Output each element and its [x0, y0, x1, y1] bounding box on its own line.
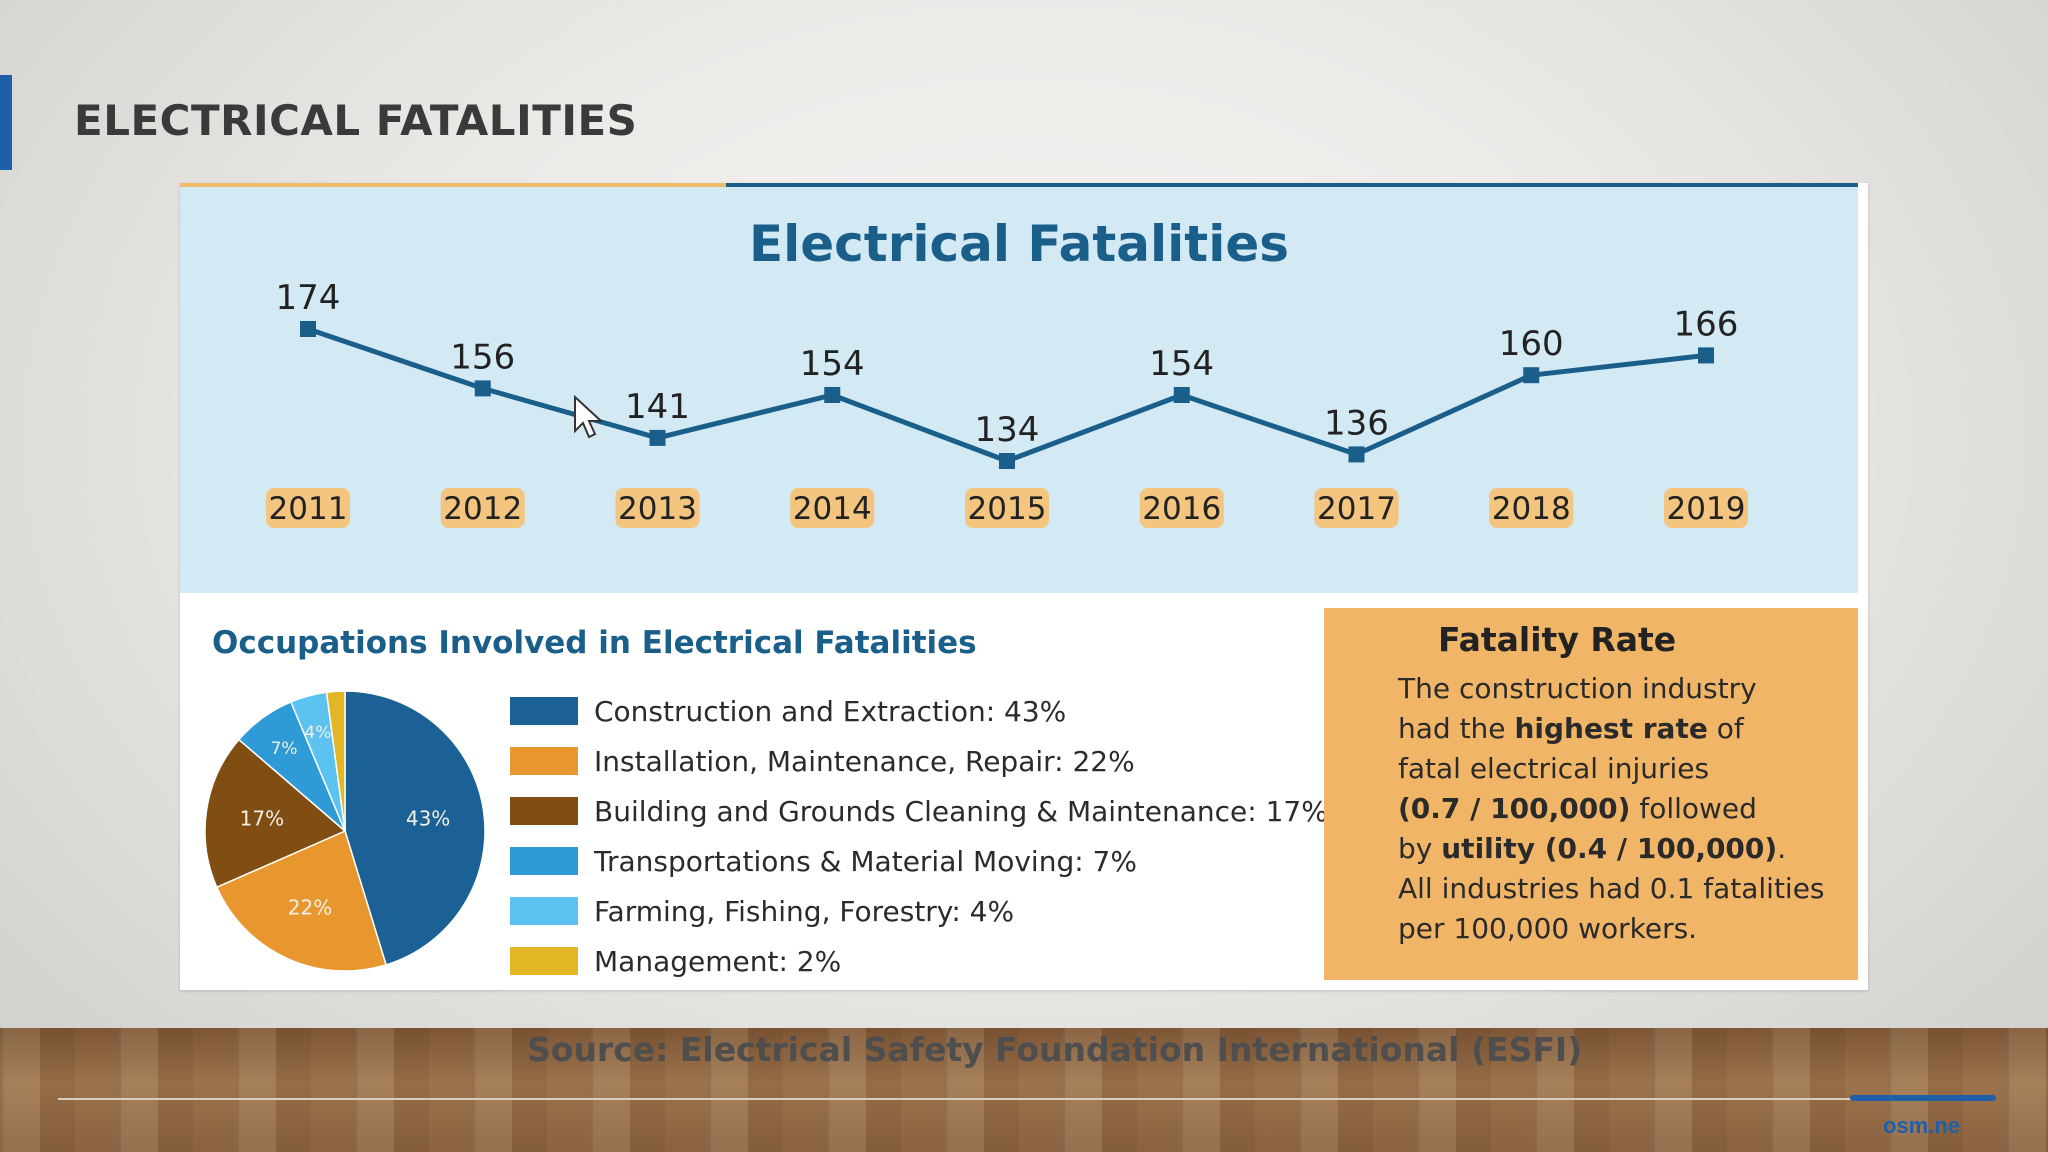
rate-text-9: utility (0.4 / 100,000): [1441, 832, 1778, 865]
footer-divider: [58, 1098, 1988, 1100]
rate-text-10: .: [1777, 832, 1787, 865]
x-tick-label: 2017: [1317, 491, 1396, 527]
pie-heading: Occupations Involved in Electrical Fatal…: [212, 625, 977, 661]
legend-label: Management: 2%: [594, 944, 842, 978]
slice-label: 22%: [288, 895, 332, 919]
year-badge: [1664, 488, 1748, 528]
rate-text-2: had the: [1398, 712, 1515, 745]
legend-swatch: [510, 747, 578, 775]
x-tick-label: 2013: [618, 491, 697, 527]
fatality-rate-heading: Fatality Rate: [1438, 620, 1677, 659]
data-point: [474, 380, 491, 397]
data-point: [999, 453, 1015, 469]
rate-text-12: per 100,000 workers.: [1398, 912, 1698, 945]
legend-swatch: [510, 947, 578, 975]
data-point: [1698, 347, 1714, 364]
legend-swatch: [510, 697, 578, 725]
legend-swatch: [510, 797, 578, 825]
data-label: 174: [276, 278, 341, 318]
legend-swatch: [510, 847, 578, 875]
corner-accent-line: [1850, 1095, 1996, 1101]
rate-text-5: fatal electrical injuries: [1398, 752, 1710, 785]
legend-item: Installation, Maintenance, Repair: 22%: [510, 736, 1328, 786]
year-badge: [1489, 488, 1574, 528]
x-tick-label: 2015: [968, 491, 1047, 527]
x-tick-label: 2019: [1667, 491, 1746, 527]
rate-text-3: highest rate: [1514, 712, 1708, 745]
year-badge: [1139, 488, 1224, 528]
year-badge: [266, 488, 350, 528]
legend-swatch: [510, 897, 578, 925]
pie-slice: [344, 690, 486, 966]
data-label: 134: [975, 410, 1040, 450]
data-label: 154: [800, 344, 865, 384]
slice-label: 7%: [271, 739, 298, 759]
x-tick-label: 2011: [269, 491, 348, 527]
pie-legend: Construction and Extraction: 43% Installa…: [510, 686, 1328, 986]
data-label: 136: [1324, 403, 1389, 443]
pie-slice: [325, 690, 346, 832]
accent-bar: [0, 75, 12, 170]
data-point: [649, 429, 666, 446]
x-tick-label: 2016: [1142, 491, 1221, 527]
mouse-cursor-icon: [574, 395, 604, 439]
line-chart: 174 2011 156 2012 141 2013 154 2014 134 2015 154 20…: [266, 278, 1748, 528]
data-point: [1173, 387, 1190, 403]
pie-slice: [215, 829, 387, 972]
rate-text-7: followed: [1630, 792, 1757, 825]
legend-item: Building and Grounds Cleaning & Maintena…: [510, 786, 1328, 836]
fatality-rate-text: The construction industry had the highes…: [1398, 669, 1858, 949]
data-point: [1523, 367, 1540, 384]
source-text: Source: Electrical Safety Foundation Int…: [527, 1030, 1583, 1069]
legend-label: Building and Grounds Cleaning & Maintena…: [594, 794, 1328, 828]
data-label: 141: [625, 387, 690, 427]
year-badge: [1314, 488, 1399, 528]
data-label: 166: [1674, 304, 1739, 344]
line-chart-panel: Electrical Fatalities 174 2011 156 2012 141 2…: [180, 183, 1858, 593]
pie-chart: 43% 22% 17% 7% 4%: [204, 690, 486, 972]
data-label: 156: [450, 337, 515, 377]
rate-text-6: (0.7 / 100,000): [1398, 792, 1631, 825]
legend-item: Management: 2%: [510, 936, 1328, 986]
data-label: 154: [1149, 344, 1214, 384]
wood-floor: [0, 1028, 2048, 1152]
legend-label: Installation, Maintenance, Repair: 22%: [594, 744, 1135, 778]
legend-item: Construction and Extraction: 43%: [510, 686, 1328, 736]
rate-text-1: The construction industry: [1398, 672, 1757, 705]
year-badge: [790, 488, 875, 528]
slide-title: ELECTRICAL FATALITIES: [74, 96, 638, 145]
legend-item: Farming, Fishing, Forestry: 4%: [510, 886, 1328, 936]
infographic-title: Electrical Fatalities: [748, 215, 1290, 273]
legend-label: Transportations & Material Moving: 7%: [594, 844, 1137, 878]
slice-label: 17%: [240, 807, 284, 831]
year-badge: [440, 488, 525, 528]
year-badge: [965, 488, 1049, 528]
data-point: [1348, 446, 1365, 463]
corner-mark: osm.ne: [1883, 1113, 1961, 1138]
rate-text-11: All industries had 0.1 fatalities: [1398, 872, 1825, 905]
x-tick-label: 2014: [793, 491, 872, 527]
infographic: Electrical Fatalities 174 2011 156 2012 141 2…: [180, 183, 1868, 990]
slice-label: 43%: [406, 807, 450, 831]
slice-label: 4%: [304, 723, 331, 743]
x-tick-label: 2018: [1492, 491, 1571, 527]
data-label: 160: [1499, 324, 1564, 364]
rate-text-8: by: [1398, 832, 1442, 865]
legend-label: Farming, Fishing, Forestry: 4%: [594, 894, 1015, 928]
x-tick-label: 2012: [443, 491, 522, 527]
data-point: [300, 321, 316, 337]
data-point: [824, 387, 841, 403]
pie-slice: [204, 738, 347, 889]
legend-label: Construction and Extraction: 43%: [594, 694, 1067, 728]
year-badge: [615, 488, 700, 528]
rate-text-4: of: [1707, 712, 1744, 745]
legend-item: Transportations & Material Moving: 7%: [510, 836, 1328, 886]
fatality-rate-box: Fatality Rate The construction industry …: [1324, 608, 1858, 980]
